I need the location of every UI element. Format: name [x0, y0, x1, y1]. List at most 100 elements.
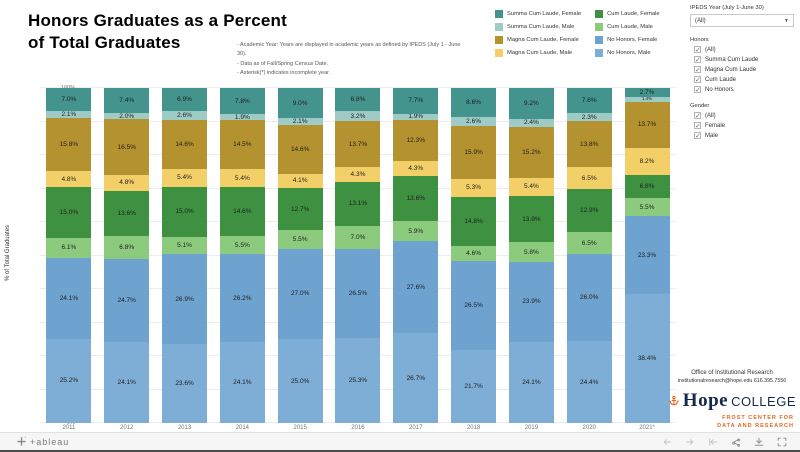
bar-segment[interactable]: 4.3% — [335, 167, 381, 182]
bar-segment[interactable]: 6.1% — [46, 237, 92, 258]
bar-segment[interactable]: 4.6% — [451, 246, 497, 262]
filter-checkbox-no-honors[interactable]: No Honors — [694, 86, 796, 94]
bar-segment[interactable]: 7.0% — [335, 225, 381, 250]
bar-segment[interactable]: 4.1% — [277, 174, 323, 188]
bar-segment[interactable]: 5.4% — [508, 177, 554, 196]
bar-segment[interactable]: 4.8% — [46, 171, 92, 188]
bar-segment[interactable]: 6.9% — [162, 88, 208, 112]
bar-segment[interactable]: 4.3% — [393, 161, 439, 176]
bar-segment[interactable]: 5.5% — [219, 236, 265, 255]
bar-segment[interactable]: 13.9% — [508, 195, 554, 243]
bar-segment[interactable]: 26.0% — [566, 254, 612, 342]
filter-checkbox-cum-laude[interactable]: Cum Laude — [694, 76, 796, 84]
bar-segment[interactable]: 25.2% — [46, 338, 92, 423]
bar-segment[interactable]: 24.7% — [104, 259, 150, 342]
bar-segment[interactable]: 2.3% — [566, 113, 612, 122]
bar-segment[interactable]: 8.2% — [624, 147, 670, 176]
bar-segment[interactable]: 2.1% — [277, 118, 323, 126]
bar-segment[interactable]: 6.8% — [335, 88, 381, 111]
bar-segment[interactable]: 1.9% — [219, 114, 265, 121]
reset-icon[interactable] — [705, 434, 721, 450]
bar-segment[interactable]: 15.0% — [46, 187, 92, 238]
legend-item[interactable]: No Honors, Female — [595, 36, 660, 44]
bar-segment[interactable]: 24.4% — [566, 341, 612, 423]
bar-segment[interactable]: 5.5% — [624, 197, 670, 217]
bar-segment[interactable]: 15.8% — [46, 118, 92, 172]
bar-segment[interactable]: 8.6% — [451, 88, 497, 117]
bar-segment[interactable]: 4.8% — [104, 174, 150, 191]
bar-segment[interactable]: 2.4% — [508, 118, 554, 127]
bar-segment[interactable]: 7.8% — [219, 88, 265, 115]
legend-item[interactable]: Magna Cum Laude, Female — [495, 36, 581, 44]
bar-segment[interactable]: 27.0% — [277, 248, 323, 340]
bar-segment[interactable]: 23.9% — [508, 261, 554, 342]
bar-segment[interactable]: 21.7% — [451, 350, 497, 423]
bar-segment[interactable]: 14.6% — [162, 119, 208, 169]
bar-segment[interactable]: 2.7% — [624, 88, 670, 98]
bar-segment[interactable]: 6.5% — [566, 232, 612, 255]
bar-segment[interactable]: 13.6% — [393, 175, 439, 222]
bar-segment[interactable]: 5.5% — [277, 230, 323, 249]
bar-segment[interactable]: 24.1% — [219, 342, 265, 423]
bar-segment[interactable]: 26.7% — [393, 333, 439, 423]
bar-segment[interactable]: 5.3% — [451, 178, 497, 197]
bar-segment[interactable]: 14.8% — [451, 196, 497, 247]
bar-segment[interactable]: 3.2% — [335, 110, 381, 122]
bar-segment[interactable]: 5.4% — [162, 168, 208, 187]
bar-segment[interactable]: 5.8% — [508, 242, 554, 262]
bar-segment[interactable]: 14.6% — [277, 125, 323, 175]
bar-segment[interactable]: 14.5% — [219, 120, 265, 170]
legend-item[interactable]: Cum Laude, Female — [595, 10, 660, 18]
bar-segment[interactable]: 16.5% — [104, 119, 150, 175]
bar-segment[interactable]: 2.0% — [104, 112, 150, 120]
bar-segment[interactable]: 6.8% — [624, 175, 670, 198]
bar-segment[interactable]: 25.0% — [277, 339, 323, 423]
bar-segment[interactable]: 2.6% — [451, 116, 497, 126]
bar-segment[interactable]: 12.7% — [277, 187, 323, 231]
bar-segment[interactable]: 14.6% — [219, 187, 265, 237]
filter-checkbox--all-[interactable]: (All) — [694, 46, 796, 54]
filter-checkbox-female[interactable]: Female — [694, 122, 796, 130]
bar-segment[interactable]: 12.9% — [566, 189, 612, 233]
filter-checkbox-magna-cum-laude[interactable]: Magna Cum Laude — [694, 66, 796, 74]
bar-segment[interactable]: 24.1% — [104, 341, 150, 423]
filter-checkbox-male[interactable]: Male — [694, 132, 796, 140]
bar-segment[interactable]: 7.0% — [46, 88, 92, 112]
bar-segment[interactable]: 5.4% — [219, 169, 265, 188]
legend-item[interactable]: Summa Cum Laude, Female — [495, 10, 581, 18]
legend-item[interactable]: Cum Laude, Male — [595, 23, 660, 31]
bar-segment[interactable]: 15.9% — [451, 125, 497, 179]
bar-segment[interactable]: 26.5% — [451, 261, 497, 351]
tableau-logo[interactable]: +ableau — [16, 436, 69, 447]
fullscreen-icon[interactable] — [774, 434, 790, 450]
legend-item[interactable]: Magna Cum Laude, Male — [495, 49, 581, 57]
bar-segment[interactable]: 7.7% — [393, 88, 439, 114]
bar-segment[interactable]: 1.9% — [393, 113, 439, 121]
bar-segment[interactable]: 7.4% — [104, 88, 150, 113]
bar-segment[interactable]: 26.9% — [162, 253, 208, 345]
bar-segment[interactable]: 26.5% — [335, 249, 381, 338]
share-icon[interactable] — [728, 434, 744, 450]
bar-segment[interactable]: 6.8% — [104, 236, 150, 260]
bar-segment[interactable]: 13.6% — [104, 190, 150, 237]
legend-item[interactable]: No Honors, Male — [595, 49, 660, 57]
bar-segment[interactable]: 9.2% — [508, 88, 554, 119]
bar-segment[interactable]: 5.1% — [162, 236, 208, 254]
filter-checkbox--all-[interactable]: (All) — [694, 112, 796, 120]
undo-icon[interactable] — [659, 434, 675, 450]
bar-segment[interactable]: 1.4% — [624, 97, 670, 102]
legend-item[interactable]: Summa Cum Laude, Male — [495, 23, 581, 31]
filter-checkbox-summa-cum-laude[interactable]: Summa Cum Laude — [694, 56, 796, 64]
bar-segment[interactable]: 26.2% — [219, 254, 265, 343]
bar-segment[interactable]: 24.1% — [46, 258, 92, 339]
bar-segment[interactable]: 7.6% — [566, 88, 612, 114]
bar-segment[interactable]: 2.6% — [162, 111, 208, 120]
bar-segment[interactable]: 15.2% — [508, 126, 554, 178]
bar-segment[interactable]: 6.5% — [566, 167, 612, 190]
bar-segment[interactable]: 12.3% — [393, 120, 439, 162]
bar-segment[interactable]: 38.4% — [624, 294, 670, 423]
bar-segment[interactable]: 9.0% — [277, 88, 323, 119]
bar-segment[interactable]: 24.1% — [508, 341, 554, 423]
bar-segment[interactable]: 13.7% — [335, 121, 381, 168]
ipeds-year-dropdown[interactable]: (All) ▼ — [690, 14, 794, 27]
